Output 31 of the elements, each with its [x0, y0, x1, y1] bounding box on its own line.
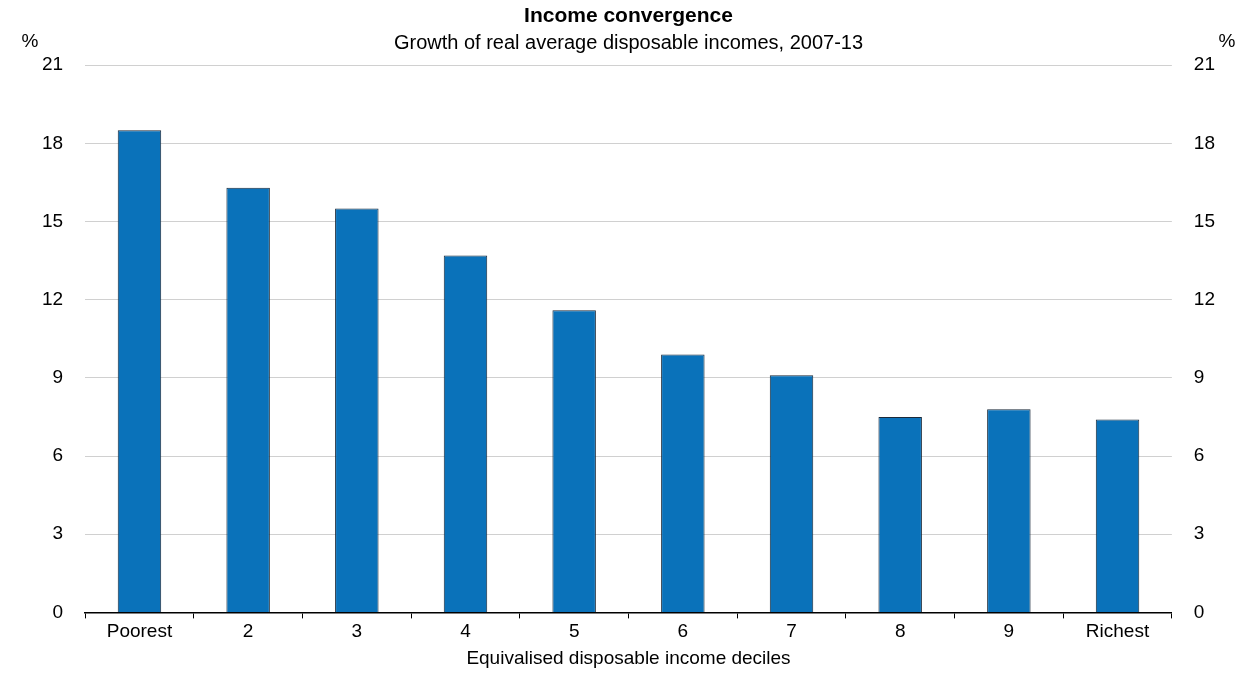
y2-tick-label: 3: [1193, 522, 1205, 544]
y2-tick-label: 21: [1193, 53, 1216, 75]
y2-tick-label: 9: [1193, 366, 1205, 388]
x-tick-label: 2: [242, 620, 254, 642]
x-tick-label: 6: [677, 620, 689, 642]
x-tick-label: Poorest: [106, 620, 173, 642]
x-tick-label: 7: [786, 620, 797, 642]
y-tick-label: 12: [41, 287, 64, 309]
y-tick-label: 18: [41, 131, 64, 153]
y2-tick-label: 12: [1193, 287, 1216, 309]
y-axis-title: %: [21, 29, 39, 51]
chart-subtitle: Growth of real average disposable incomes, 2007-13: [393, 30, 864, 53]
y-tick-label: 6: [52, 444, 64, 466]
x-tick-label: 4: [460, 620, 472, 642]
x-axis-title: Equivalised disposable income deciles: [466, 646, 791, 668]
x-tick-label: Richest: [1085, 620, 1150, 642]
y2-tick-label: 0: [1193, 600, 1205, 622]
y-tick-label: 21: [41, 53, 64, 75]
y2-tick-label: 6: [1193, 444, 1205, 466]
x-tick-label: 3: [351, 620, 363, 642]
x-tick-label: 9: [1003, 620, 1015, 642]
x-tick-label: 5: [568, 620, 580, 642]
y-tick-label: 15: [41, 209, 64, 231]
y-tick-label: 0: [52, 600, 64, 622]
chart-title: Income convergence: [524, 3, 733, 27]
y2-tick-label: 15: [1193, 209, 1216, 231]
y-tick-label: 9: [52, 366, 64, 388]
y2-tick-label: 18: [1193, 131, 1216, 153]
y-tick-label: 3: [52, 522, 64, 544]
y2-axis-title: %: [1218, 29, 1236, 51]
x-tick-label: 8: [894, 620, 906, 642]
